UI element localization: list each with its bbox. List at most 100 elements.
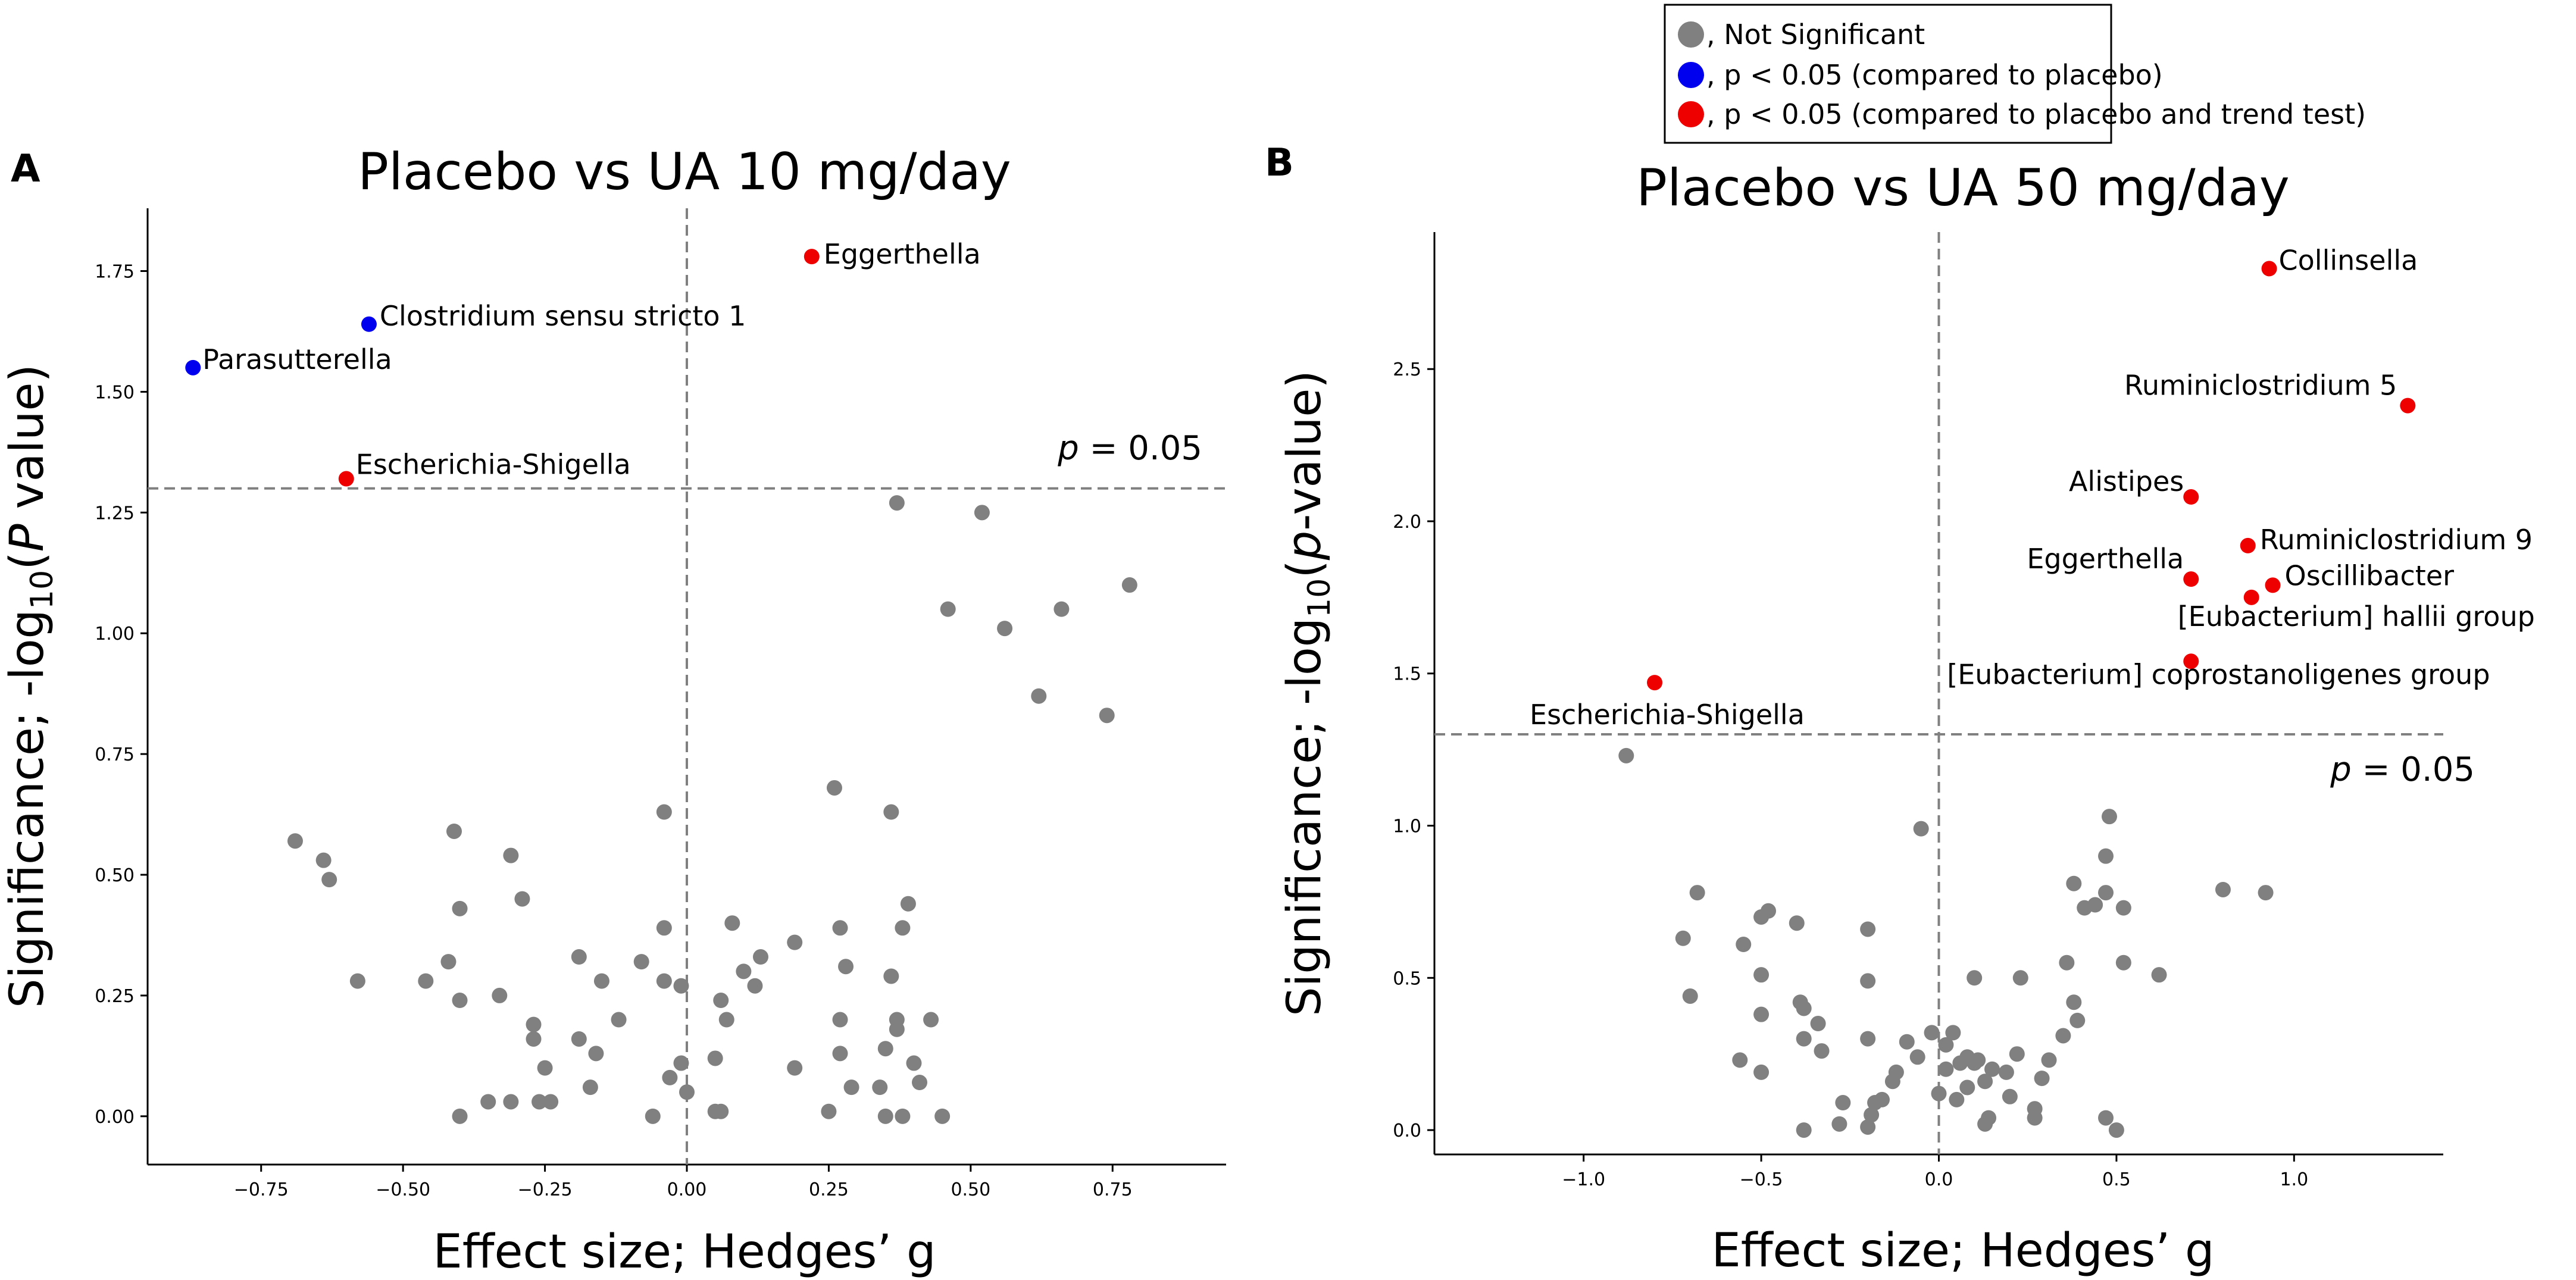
panel-a-point-ns <box>492 987 508 1003</box>
panel-a-point-ns <box>440 954 457 970</box>
legend-label-placebo: , p < 0.05 (compared to placebo) <box>1706 59 2163 91</box>
panel-b-point-eggerthella <box>2183 571 2199 587</box>
panel-a-point-ns <box>656 804 672 820</box>
panel-b-xticks: −1.0 −0.5 0.0 0.5 1.0 <box>1562 1154 2308 1190</box>
panel-a-point-ns <box>679 1084 695 1100</box>
panel-a-point-ns <box>821 1103 837 1119</box>
panel-b-point-ns <box>1981 1110 1997 1126</box>
panel-b-point-oscillibacter <box>2265 577 2281 593</box>
panel-b-point-ns <box>1899 1034 1915 1050</box>
panel-b-point-ns <box>2215 881 2231 897</box>
panel-a-point-ns <box>838 959 854 975</box>
panel-a-ytick-label: 1.25 <box>95 503 135 524</box>
panel-b-ylabel: Significance; -log10(p-value) <box>1278 370 1337 1016</box>
panel-a-ytick-label: 1.50 <box>95 382 135 403</box>
panel-a-point-ns <box>287 833 303 849</box>
panel-b-point-ns <box>1689 885 1705 901</box>
panel-b-point-label-escherichia-shigella: Escherichia-Shigella <box>1530 699 1805 731</box>
panel-b-point-ns <box>2115 954 2131 971</box>
panel-b-point-ns <box>1864 1107 1880 1123</box>
panel-b-xtick-label: −1.0 <box>1562 1169 1605 1190</box>
panel-b-point-ns <box>1884 1074 1900 1090</box>
panel-b-point-ns <box>1984 1061 2000 1077</box>
legend-box <box>1664 4 2112 144</box>
panel-a-point-ns <box>883 968 899 984</box>
panel-b-xtick-label: 0.0 <box>1925 1169 1953 1190</box>
panel-b-point-ns <box>1682 988 1698 1004</box>
panel-a-xtick-label: 0.50 <box>951 1179 990 1200</box>
panel-b-threshold-p: p <box>2330 750 2352 789</box>
panel-b-ytick-label: 1.5 <box>1393 664 1421 685</box>
panel-b-point-ns <box>2151 967 2167 983</box>
panel-a-point-ns <box>713 993 729 1009</box>
panel-b-point-ns <box>1796 1031 1812 1047</box>
panel-b-point-ns <box>1860 1031 1876 1047</box>
panel-a-point-ns <box>787 934 803 950</box>
panel-a-point-ns <box>349 973 365 989</box>
panel-b-ytick-label: 0.5 <box>1393 968 1421 989</box>
panel-b-point-ns <box>1732 1052 1748 1068</box>
panel-b-point-label-eggerthella: Eggerthella <box>2027 543 2184 575</box>
panel-a-ytick-label: 1.75 <box>95 262 135 283</box>
panel-b-point-ns <box>2258 885 2274 901</box>
panel-b-point-label-oscillibacter: Oscillibacter <box>2285 559 2455 592</box>
panel-b-point-ns <box>1931 1085 1947 1101</box>
panel-a-point-ns <box>656 973 672 989</box>
panel-a-point-ns <box>1031 688 1047 704</box>
panel-a-point-ns <box>526 1031 542 1047</box>
panel-a-point-ns <box>480 1094 496 1110</box>
panel-a: A Placebo vs UA 10 mg/day −0.75 −0.50 −0.2… <box>1 142 1226 1279</box>
panel-a-point-ns <box>537 1060 553 1076</box>
panel-a-point-ns <box>452 900 468 916</box>
panel-b-points <box>1618 747 2274 1138</box>
panel-b-point-ns <box>1959 1079 1975 1096</box>
panel-a-plot: −0.75 −0.50 −0.25 0.00 0.25 0.50 0.75 0.00 0.25… <box>95 208 1226 1200</box>
panel-a-point-ns <box>452 993 468 1009</box>
panel-b-point-ns <box>1618 747 1634 763</box>
panel-b-point-ns <box>2101 809 2117 825</box>
panel-a-point-ns <box>724 915 740 931</box>
panel-a-point-ns <box>673 1055 689 1071</box>
panel-a-point-ns <box>588 1046 604 1062</box>
panel-b-point-ns <box>2066 875 2082 891</box>
panel-b-yticks: 0.0 0.5 1.0 1.5 2.0 2.5 <box>1393 359 1434 1141</box>
panel-b-ytick-label: 2.0 <box>1393 512 1421 533</box>
panel-a-point-ns <box>543 1094 559 1110</box>
panel-a-point-ns <box>1099 708 1115 724</box>
panel-a-xlabel: Effect size; Hedges’ g <box>433 1225 936 1279</box>
panel-b-point-ns <box>1860 1119 1876 1135</box>
panel-b-point-ns <box>1952 1055 1968 1071</box>
panel-a-xtick-label: 0.75 <box>1093 1179 1133 1200</box>
panel-a-threshold-value: = 0.05 <box>1079 429 1202 468</box>
panel-a-point-ns <box>418 973 434 989</box>
panel-a-point-escherichia-shigella <box>338 471 354 487</box>
panel-a-point-ns <box>940 601 956 617</box>
panel-a-point-ns <box>656 920 672 936</box>
panel-b-point-ns <box>1998 1064 2014 1080</box>
panel-a-point-ns <box>611 1012 627 1028</box>
panel-a-point-ns <box>1121 577 1137 593</box>
legend-label-ns: , Not Significant <box>1706 18 1925 51</box>
panel-a-point-ns <box>645 1108 661 1124</box>
panel-a-point-ns <box>571 949 587 965</box>
panel-a-points <box>287 495 1137 1124</box>
panel-b-point-alistipes <box>2183 489 2199 505</box>
panel-b-point-label-collinsella: Collinsella <box>2279 244 2418 276</box>
panel-a-yticks: 0.00 0.25 0.50 0.75 1.00 1.25 1.50 1.75 <box>95 262 148 1128</box>
panel-b-point-ns <box>1945 1025 1961 1041</box>
panel-b-point-ns <box>1949 1091 1965 1107</box>
panel-a-ytick-label: 1.00 <box>95 624 135 644</box>
panel-a-point-ns <box>321 872 337 888</box>
panel-b-point-ns <box>1867 1095 1883 1111</box>
panel-a-ylabel-a: Significance; -log <box>1 609 54 1008</box>
panel-b-point-ruminiclostridium-5 <box>2400 398 2416 414</box>
panel-b-point-ns <box>1753 909 1770 925</box>
panel-a-threshold-label: p = 0.05 <box>1057 429 1202 468</box>
panel-b-xtick-label: 0.5 <box>2102 1169 2131 1190</box>
panel-b-point-ns <box>2098 885 2114 901</box>
panel-a-ylabel-sub: 10 <box>24 570 60 609</box>
panel-b-point-ruminiclostridium-9 <box>2240 537 2256 553</box>
panel-a-xtick-label: −0.75 <box>234 1179 289 1200</box>
panel-a-point-label-clostridium-sensu-stricto-1: Clostridium sensu stricto 1 <box>380 300 746 332</box>
